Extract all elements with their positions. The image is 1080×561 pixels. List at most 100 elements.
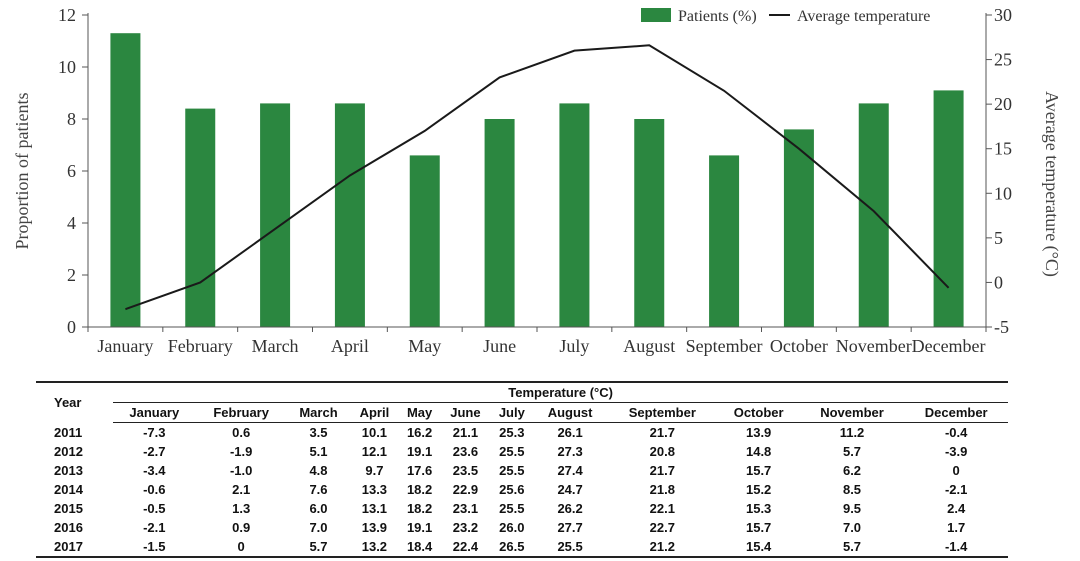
temperature-cell: 5.1 [309,444,328,459]
year-cell: 2015 [54,501,83,516]
temperature-cell: 9.5 [842,501,862,516]
x-tick-label: December [912,336,986,356]
right-tick-label: 5 [994,228,1003,248]
temperature-cell: -0.4 [944,425,968,440]
temperature-cell: 26.0 [499,520,525,535]
month-header: February [195,402,287,423]
table-row: 2011 -7.3 0.6 3.5 10.1 16.2 21.1 25.3 26.1 21.7 13… [36,423,1008,443]
temperature-cell: 6.0 [309,501,328,516]
temperature-cell: 3.5 [309,425,328,440]
bar-may [409,155,440,327]
x-tick-label: March [252,336,299,356]
temperature-cell: 22.4 [440,537,491,558]
y-axis-title: Proportion of patients [12,93,32,250]
x-tick-label: October [770,336,828,356]
temperature-cell: 27.7 [557,520,583,535]
temperature-cell: 13.9 [361,520,388,535]
temperature-cell: 15.3 [745,501,772,516]
month-header: March [286,402,351,423]
x-tick-label: April [331,336,369,356]
month-header: December [904,402,1008,423]
left-tick-label: 10 [58,57,76,77]
temperature-cell: 26.1 [557,425,583,440]
temperature-table: Year Temperature (°C) January February Mar… [36,381,1008,558]
bar-february [185,108,216,327]
legend-line-label: Average temperature [797,8,930,25]
temperature-cell: 17.6 [406,463,433,478]
temperature-cell: 0.6 [232,425,251,440]
temperature-cell: 10.1 [361,425,388,440]
month-header: May [398,402,441,423]
temperature-cell: 25.6 [499,482,525,497]
right-tick-label: 30 [994,5,1012,25]
year-cell: 2014 [54,482,83,497]
year-cell: 2011 [54,424,83,440]
temperature-cell: 15.4 [717,537,800,558]
temperature-cell: 14.8 [745,444,772,459]
temperature-cell: 13.3 [361,482,388,497]
temperature-cell: 7.6 [309,482,328,497]
temperature-cell: 25.5 [533,537,607,558]
left-tick-label: 6 [67,161,76,181]
temperature-cell: -2.1 [143,520,166,535]
bar-september [709,155,740,327]
temperature-line-group [125,44,950,311]
month-header-row: January February March April May June July Augu… [36,402,1008,423]
right-tick-label: 15 [994,139,1012,159]
temperature-cell: -1.4 [904,537,1008,558]
temperature-cell: 23.6 [452,444,479,459]
x-tick-label: January [97,336,153,356]
year-cell: 2016 [54,520,83,535]
temperature-cell: 23.1 [452,501,479,516]
temperature-cell: 13.2 [350,537,399,558]
temperature-cell: 25.3 [499,425,525,440]
temperature-cell: 5.7 [842,444,862,459]
temperature-cell: 18.4 [398,537,441,558]
year-cell: 2017 [36,537,114,558]
bar-april [334,103,365,328]
temperature-cell: 25.5 [499,463,525,478]
temperature-cell: 26.5 [490,537,534,558]
legend: Patients (%) Average temperature [641,8,930,25]
bar-november [858,103,889,328]
temperature-cell: 6.2 [842,463,862,478]
temperature-cell: 18.2 [406,501,433,516]
right-tick-label: 20 [994,94,1012,114]
labels-group: 0 2 4 6 8 10 12 -5 0 5 10 15 20 25 30 January February Ma… [12,5,1062,356]
temperature-cell: -2.1 [944,482,968,497]
temperature-cell: -1.0 [229,463,253,478]
legend-bar-label: Patients (%) [678,8,757,25]
temperature-cell: 23.5 [452,463,479,478]
right-tick-label: 25 [994,50,1012,70]
temperature-cell: 0 [195,537,287,558]
temperature-cell: 13.9 [745,425,772,440]
temperature-cell: 7.0 [842,520,862,535]
temperature-cell: -7.3 [143,425,166,440]
temperature-cell: 5.7 [286,537,351,558]
x-tick-label: May [408,336,441,356]
temperature-cell: -2.7 [143,444,166,459]
right-tick-label: 0 [994,272,1003,292]
bar-october [783,129,814,327]
combo-chart: 0 2 4 6 8 10 12 -5 0 5 10 15 20 25 30 January February Ma… [12,5,1062,356]
month-header: November [799,402,905,423]
right-tick-label: -5 [994,317,1009,337]
month-header: October [717,402,800,423]
temperature-cell: 21.7 [649,425,675,440]
bars-group [110,33,964,328]
temperature-cell: 1.7 [947,520,966,535]
temperature-cell: 0 [952,463,960,478]
temperature-cell: 15.2 [745,482,772,497]
temperature-cell: 13.1 [361,501,388,516]
temperature-cell: 25.5 [499,444,525,459]
temperature-cell: 4.8 [309,463,328,478]
legend-bar-swatch [641,8,671,22]
bar-december [933,90,964,328]
temperature-cell: 21.7 [649,463,675,478]
temperature-cell: -1.5 [113,537,196,558]
temperature-cell: 19.1 [406,444,433,459]
temperature-cell: 27.3 [557,444,583,459]
table-row: 2012 -2.7 -1.9 5.1 12.1 19.1 23.6 25.5 27.3 20.8 1… [36,442,1008,461]
temperature-cell: 21.8 [649,482,675,497]
bar-august [634,119,665,327]
